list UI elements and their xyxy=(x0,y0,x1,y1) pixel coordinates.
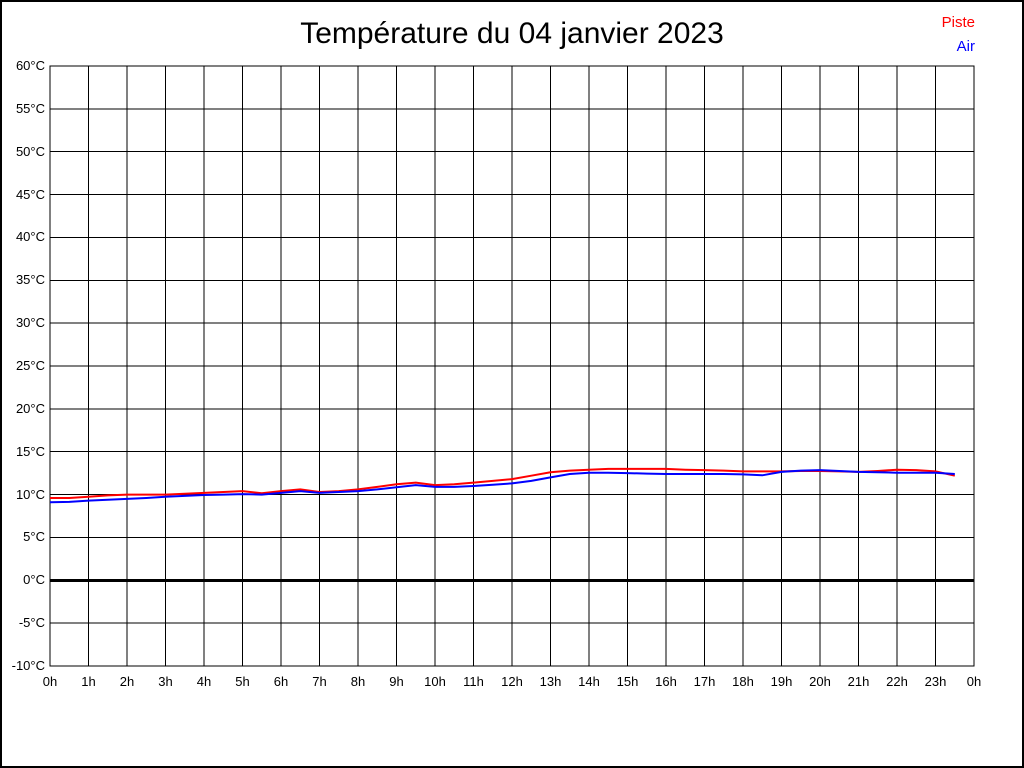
x-tick-label: 19h xyxy=(770,674,793,689)
x-tick-label: 0h xyxy=(42,674,58,689)
x-tick-label: 16h xyxy=(655,674,677,689)
x-tick-label: 7h xyxy=(312,674,327,689)
chart-title: Température du 04 janvier 2023 xyxy=(300,17,724,50)
x-tick-label: 10h xyxy=(424,674,446,689)
chart-legend: Piste Air xyxy=(942,11,975,59)
series-line-air xyxy=(49,469,955,504)
x-tick-label: 23h xyxy=(924,674,947,689)
y-tick-label: 50°C xyxy=(15,143,45,159)
y-tick-label: 45°C xyxy=(15,186,45,202)
x-tick-label: 1h xyxy=(81,674,96,689)
x-tick-label: 15h xyxy=(616,674,639,689)
x-tick-label: 13h xyxy=(539,674,562,689)
y-tick-label: 0°C xyxy=(23,572,45,588)
y-tick-label: 15°C xyxy=(15,443,45,459)
plot-border xyxy=(49,65,975,667)
x-tick-label: 14h xyxy=(578,674,600,689)
x-tick-label: 22h xyxy=(886,674,908,689)
y-tick-label: 35°C xyxy=(15,272,45,288)
y-tick-label: 20°C xyxy=(15,400,45,416)
x-tick-label: 6h xyxy=(273,674,289,689)
y-tick-label: 5°C xyxy=(23,529,45,545)
legend-air-label: Air xyxy=(956,38,975,55)
x-tick-label: 5h xyxy=(235,674,250,689)
y-tick-label: 10°C xyxy=(15,486,45,502)
x-tick-label: 21h xyxy=(847,674,870,689)
x-tick-label: 18h xyxy=(732,674,754,689)
x-tick-label: 0h xyxy=(966,674,982,689)
x-tick-label: 17h xyxy=(693,674,716,689)
x-tick-label: 2h xyxy=(119,674,135,689)
x-tick-label: 9h xyxy=(389,674,404,689)
x-tick-label: 20h xyxy=(809,674,831,689)
x-tick-label: 12h xyxy=(501,674,523,689)
x-tick-label: 11h xyxy=(463,674,484,689)
y-tick-label: 55°C xyxy=(15,100,45,116)
x-tick-label: 4h xyxy=(196,674,212,689)
legend-piste-label: Piste xyxy=(941,14,975,31)
x-tick-label: 8h xyxy=(350,674,366,689)
y-tick-label: -10°C xyxy=(11,658,45,673)
x-tick-label: 3h xyxy=(158,674,173,689)
y-tick-label: 60°C xyxy=(15,58,45,73)
y-tick-label: -5°C xyxy=(18,615,45,631)
y-tick-label: 30°C xyxy=(15,315,45,331)
y-tick-label: 40°C xyxy=(15,229,45,245)
y-tick-label: 25°C xyxy=(15,358,45,373)
